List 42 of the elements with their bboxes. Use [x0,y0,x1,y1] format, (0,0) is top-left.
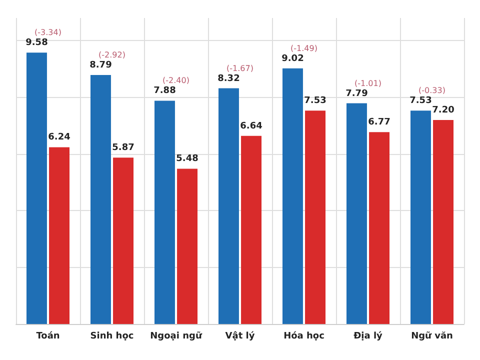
bar [346,103,367,324]
annotation: (-1.67) [226,64,254,73]
data-label: 7.88 [154,86,176,96]
x-tick-label: Vật lý [225,330,255,342]
bar [90,74,111,324]
data-label: 6.24 [48,132,70,143]
data-label: 5.87 [112,143,134,154]
annotation: (-1.49) [290,44,318,53]
data-label: 7.20 [432,106,454,116]
annotation: (-3.34) [34,28,62,38]
bar [433,120,454,324]
annotation: (-1.01) [354,78,382,88]
x-tick-label: Toán [36,330,60,342]
annotation: (-0.33) [418,86,446,96]
bar [154,100,175,324]
bar [369,132,390,324]
bar [177,168,198,324]
data-label: 7.79 [346,88,368,99]
bar [113,158,134,324]
data-label: 8.32 [218,74,240,84]
bar [410,110,431,324]
annotation: (-2.92) [98,50,126,60]
x-tick-label: Địa lý [354,330,383,342]
data-label: 9.02 [282,54,304,64]
data-label: 5.48 [176,154,198,164]
x-tick-label: Hóa học [284,330,324,342]
data-label: 6.77 [368,118,390,128]
data-label: 6.64 [240,121,262,132]
bar [218,88,239,324]
data-label: 7.53 [304,96,326,106]
bar [26,52,47,324]
bar [305,110,326,324]
data-label: 7.53 [410,96,432,106]
bar [49,147,70,324]
bar [282,68,303,324]
data-label: 8.79 [90,60,112,70]
x-tick-label: Ngoại ngữ [150,332,202,342]
annotation: (-2.40) [162,76,190,86]
x-tick-label: Ngữ văn [411,330,453,342]
x-tick-label: Sinh học [90,332,134,342]
bar [241,136,262,324]
data-label: 9.58 [26,38,48,48]
